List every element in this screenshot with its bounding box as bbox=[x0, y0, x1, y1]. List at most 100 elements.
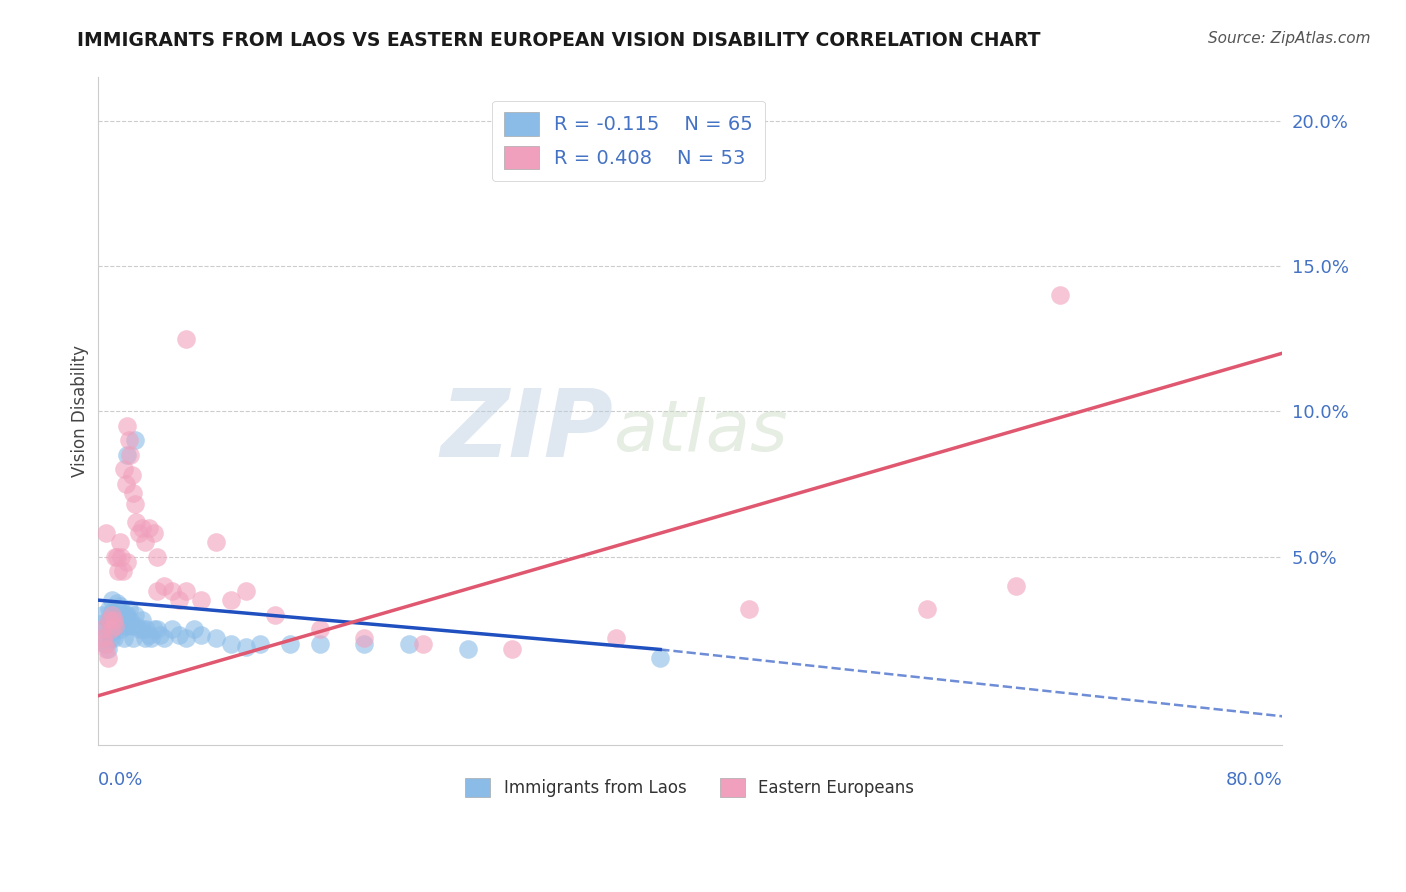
Text: 0.0%: 0.0% bbox=[97, 772, 143, 789]
Point bbox=[94, 622, 117, 636]
Point bbox=[457, 642, 479, 657]
Text: 80.0%: 80.0% bbox=[1226, 772, 1282, 789]
Point bbox=[93, 631, 115, 645]
Point bbox=[112, 619, 135, 633]
Point bbox=[94, 631, 117, 645]
Point bbox=[115, 607, 138, 622]
Point bbox=[115, 418, 138, 433]
Point bbox=[128, 526, 150, 541]
Point bbox=[146, 549, 169, 564]
Point bbox=[190, 593, 212, 607]
Point bbox=[96, 637, 118, 651]
Point bbox=[501, 642, 523, 657]
Point bbox=[134, 535, 156, 549]
Point bbox=[412, 637, 434, 651]
Point bbox=[96, 642, 118, 657]
Point bbox=[278, 637, 301, 651]
Point bbox=[108, 599, 131, 613]
Point bbox=[96, 526, 118, 541]
Point bbox=[131, 520, 153, 534]
Point bbox=[146, 622, 169, 636]
Point bbox=[235, 584, 257, 599]
Legend: Immigrants from Laos, Eastern Europeans: Immigrants from Laos, Eastern Europeans bbox=[458, 772, 921, 804]
Point bbox=[101, 625, 124, 640]
Point bbox=[738, 602, 761, 616]
Point bbox=[114, 607, 136, 622]
Point bbox=[118, 434, 141, 448]
Text: ZIP: ZIP bbox=[440, 385, 613, 477]
Point bbox=[114, 477, 136, 491]
Point bbox=[160, 622, 183, 636]
Point bbox=[219, 637, 242, 651]
Point bbox=[142, 622, 165, 636]
Point bbox=[249, 637, 271, 651]
Point bbox=[131, 614, 153, 628]
Point bbox=[122, 485, 145, 500]
Point bbox=[121, 619, 143, 633]
Point bbox=[112, 462, 135, 476]
Point bbox=[104, 607, 127, 622]
Point bbox=[176, 631, 198, 645]
Text: IMMIGRANTS FROM LAOS VS EASTERN EUROPEAN VISION DISABILITY CORRELATION CHART: IMMIGRANTS FROM LAOS VS EASTERN EUROPEAN… bbox=[77, 31, 1040, 50]
Point bbox=[98, 614, 121, 628]
Point bbox=[125, 619, 148, 633]
Y-axis label: Vision Disability: Vision Disability bbox=[72, 345, 89, 477]
Point bbox=[110, 622, 132, 636]
Point bbox=[103, 631, 125, 645]
Point bbox=[107, 602, 129, 616]
Point bbox=[105, 549, 128, 564]
Point bbox=[160, 584, 183, 599]
Point bbox=[103, 614, 125, 628]
Point bbox=[108, 535, 131, 549]
Point bbox=[121, 468, 143, 483]
Point bbox=[98, 614, 121, 628]
Point bbox=[97, 651, 120, 665]
Point bbox=[104, 619, 127, 633]
Point bbox=[112, 631, 135, 645]
Point bbox=[167, 628, 190, 642]
Point bbox=[120, 448, 142, 462]
Point bbox=[100, 622, 122, 636]
Point bbox=[135, 622, 157, 636]
Point bbox=[104, 619, 127, 633]
Point bbox=[101, 605, 124, 619]
Point bbox=[124, 434, 146, 448]
Point bbox=[91, 622, 114, 636]
Point bbox=[124, 497, 146, 511]
Point bbox=[101, 607, 124, 622]
Point bbox=[205, 535, 228, 549]
Point bbox=[120, 614, 142, 628]
Point bbox=[100, 631, 122, 645]
Point bbox=[104, 549, 127, 564]
Point bbox=[308, 622, 330, 636]
Point bbox=[110, 549, 132, 564]
Point bbox=[149, 628, 172, 642]
Point bbox=[353, 631, 375, 645]
Point bbox=[125, 515, 148, 529]
Point bbox=[915, 602, 938, 616]
Point bbox=[398, 637, 420, 651]
Point bbox=[122, 631, 145, 645]
Point bbox=[91, 607, 114, 622]
Point bbox=[94, 637, 117, 651]
Point bbox=[139, 631, 162, 645]
Point bbox=[105, 596, 128, 610]
Point bbox=[153, 631, 176, 645]
Text: atlas: atlas bbox=[613, 397, 787, 466]
Point bbox=[353, 637, 375, 651]
Point bbox=[138, 520, 160, 534]
Point bbox=[650, 651, 672, 665]
Point bbox=[100, 622, 122, 636]
Point bbox=[101, 614, 124, 628]
Point bbox=[111, 607, 134, 622]
Point bbox=[219, 593, 242, 607]
Point bbox=[153, 578, 176, 592]
Point bbox=[98, 602, 121, 616]
Point bbox=[93, 616, 115, 631]
Point bbox=[105, 607, 128, 622]
Point bbox=[205, 631, 228, 645]
Point bbox=[134, 631, 156, 645]
Text: Source: ZipAtlas.com: Source: ZipAtlas.com bbox=[1208, 31, 1371, 46]
Point bbox=[105, 619, 128, 633]
Point bbox=[131, 622, 153, 636]
